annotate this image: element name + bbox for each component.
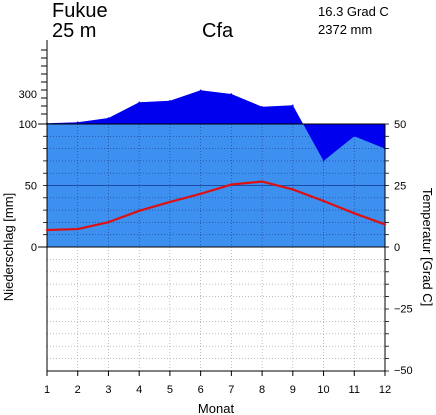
temperature-point-5	[168, 200, 172, 204]
x-tick-label: 2	[75, 384, 81, 396]
temperature-point-4	[137, 209, 141, 213]
precip-point-9	[292, 104, 294, 107]
precip-point-8	[261, 105, 263, 108]
x-tick-label: 4	[136, 384, 142, 396]
precip-point-7	[230, 93, 233, 95]
precip-point-6	[199, 89, 202, 92]
x-tick-label: 10	[317, 384, 329, 396]
temperature-point-3	[107, 220, 110, 224]
temperature-line	[46, 180, 386, 232]
station-name: Fukue	[52, 0, 108, 22]
x-axis-label: Monat	[198, 401, 235, 415]
temperature-point-8	[260, 180, 264, 183]
x-tick-label: 8	[259, 384, 265, 396]
mean-temperature: 16.3 Grad C	[318, 4, 389, 19]
precip-tick-label: 50	[25, 181, 37, 193]
temperature-point-10	[322, 199, 325, 203]
annual-precipitation: 2372 mm	[318, 22, 373, 37]
temperature-point-9	[291, 188, 295, 191]
x-tick-label: 3	[105, 384, 111, 396]
x-tick-label: 1	[44, 384, 50, 396]
temp-tick-label: 0	[394, 242, 400, 254]
x-tick-label: 11	[349, 384, 360, 396]
temperature-point-11	[353, 212, 356, 215]
precip-point-11	[353, 135, 356, 138]
y-axis-label-right: Temperatur [Grad C]	[420, 188, 435, 307]
precip-tick-label: 100	[19, 119, 37, 131]
temperature-point-1	[45, 228, 49, 232]
temperature-point-2	[76, 227, 79, 231]
temperature-point-6	[199, 192, 202, 196]
climate-class: Cfa	[202, 20, 234, 42]
temperature-series	[45, 180, 387, 232]
x-tick-label: 12	[379, 384, 391, 396]
temperature-point-12	[383, 223, 387, 226]
station-elevation: 25 m	[52, 20, 97, 42]
x-tick-label: 9	[290, 384, 296, 396]
temp-tick-label: −50	[394, 365, 413, 377]
x-tick-label: 6	[198, 384, 204, 396]
y-axis-label-left: Niederschlag [mm]	[1, 193, 16, 301]
precip-point-2	[76, 121, 79, 123]
precip-point-3	[107, 117, 110, 119]
temp-tick-label: 50	[394, 119, 406, 131]
precip-point-4	[138, 101, 140, 104]
x-tick-label: 5	[167, 384, 173, 396]
precip-point-5	[169, 99, 171, 102]
axes	[38, 40, 389, 376]
temp-tick-label: 25	[394, 181, 406, 193]
precip-point-10	[322, 160, 325, 162]
temperature-point-7	[230, 183, 233, 186]
precip-tick-label: 300	[19, 89, 37, 101]
x-tick-label: 7	[228, 384, 234, 396]
precip-area-above-100	[47, 90, 385, 161]
temp-tick-label: −25	[394, 304, 413, 316]
precip-tick-label: 0	[31, 242, 37, 254]
gridlines	[47, 124, 385, 371]
